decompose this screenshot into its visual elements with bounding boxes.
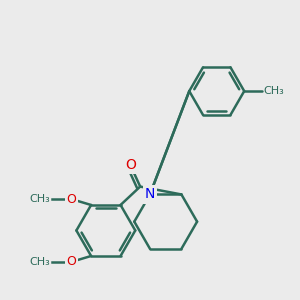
Text: N: N <box>145 187 155 201</box>
Text: N: N <box>145 188 155 201</box>
Text: O: O <box>67 255 76 268</box>
Text: CH₃: CH₃ <box>264 86 285 96</box>
Text: CH₃: CH₃ <box>29 194 50 204</box>
Text: O: O <box>125 158 136 172</box>
Text: O: O <box>67 193 76 206</box>
Text: N: N <box>145 188 155 201</box>
Text: CH₃: CH₃ <box>29 257 50 267</box>
